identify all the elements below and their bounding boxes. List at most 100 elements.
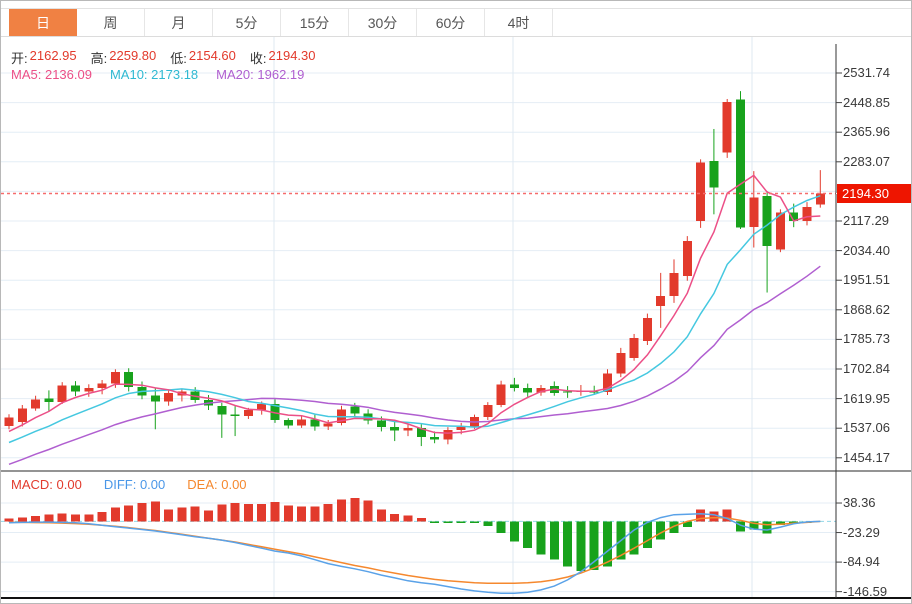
ma10-value: 2173.18 [151,67,199,82]
candle-up [323,423,333,427]
macd-bar [642,521,652,549]
tab-月[interactable]: 月 [145,9,213,36]
ma20-label: MA20: [216,67,254,82]
macd-bar [483,521,493,527]
macd-bar [177,507,187,522]
candle-up [84,387,94,392]
macd-axis-label: 38.36 [843,495,876,511]
macd-bar [4,518,14,522]
candle-up [629,337,639,358]
candle-down [283,420,293,426]
macd-bar [709,511,719,522]
diff-label: DIFF: [103,477,137,492]
macd-bar [443,521,453,523]
candle-up [749,197,759,228]
low-label: 低: [170,51,187,66]
diff-legend: DIFF: 0.00 [104,477,165,492]
candle-up [110,371,120,384]
candle-up [297,419,307,426]
macd-bar [470,521,479,524]
macd-bar [603,521,612,567]
macd-bar [71,514,80,522]
macd-bar [682,521,692,528]
tab-bar: 日周月 5分 15分 30分 60分 4时 [1,8,911,37]
close-value: 2194.30 [268,48,316,63]
open-label: 开: [11,51,28,66]
macd-bar [137,503,147,522]
price-axis-label: 1868.62 [843,301,890,317]
candle-down [762,196,772,247]
candle-up [616,352,626,374]
macd-bar [204,510,213,522]
candle-up [164,392,174,402]
macd-bar [44,514,54,522]
price-axis-label: 2034.40 [843,242,890,258]
macd-bar [549,521,559,560]
candle-down [71,385,80,392]
candle-up [257,403,267,411]
tab-15分[interactable]: 15分 [281,9,349,36]
macd-axis-label: -84.94 [843,554,880,570]
candle-up [656,296,666,307]
macd-axis-label: -23.29 [843,524,880,540]
candle-up [603,373,612,393]
tab-4时[interactable]: 4时 [485,9,553,36]
candle-up [57,385,67,403]
macd-bar [416,518,426,522]
candle-up [243,410,253,417]
price-axis-label: 2117.29 [843,213,890,228]
price-axis-label: 2365.96 [843,124,890,140]
ma20-legend: MA20: 1962.19 [216,67,304,82]
macd-bar [762,521,772,534]
current-price-badge: 2194.30 [837,183,911,203]
macd-bar [84,514,94,522]
tab-周[interactable]: 周 [77,9,145,36]
candle-up [815,193,825,205]
price-axis-label: 1619.95 [843,390,890,406]
macd-bar [376,509,386,522]
candle-down [376,420,386,428]
macd-bar [656,521,666,540]
candle-down [709,160,719,188]
macd-bar [190,506,200,522]
candle-up [4,417,14,427]
high-label: 高: [90,51,108,66]
macd-bar [775,521,785,526]
macd-bar [230,503,240,522]
high-quote: 高: 2259.80 [91,48,157,67]
tab-30分[interactable]: 30分 [349,9,417,36]
macd-bar [509,521,519,542]
tab-60分[interactable]: 60分 [417,9,485,36]
candle-down [350,406,360,414]
ma10-label: MA10: [109,67,148,82]
macd-bar [363,500,373,522]
low-value: 2154.60 [188,48,236,63]
candle-up [696,162,706,222]
candle-down [523,387,533,393]
macd-bar [337,499,346,522]
ma20-value: 1962.19 [257,67,305,82]
macd-bar [323,504,333,522]
price-axis-label: 1785.73 [843,331,890,347]
tab-5分[interactable]: 5分 [213,9,281,36]
candle-up [17,408,27,422]
macd-bar [629,521,639,555]
ma10-legend: MA10: 2173.18 [110,67,198,82]
price-axis-label: 1537.06 [843,420,890,436]
tab-日[interactable]: 日 [9,9,77,36]
candle-down [563,391,573,393]
macd-bar [164,509,174,522]
dea-label: DEA: [187,477,218,492]
macd-bar [430,521,440,523]
price-axis-label: 1702.84 [843,361,890,376]
macd-bar [283,505,293,522]
macd-bar [536,521,546,555]
ma5-line [8,174,821,434]
macd-legend: MACD: 0.00 [11,477,82,492]
candle-down [270,403,280,421]
macd-bar [563,521,573,567]
ma-header: MA5: 2136.09 MA10: 2173.18 MA20: 1962.19 [11,67,304,82]
candle-up [682,241,692,277]
candle-down [217,406,227,415]
